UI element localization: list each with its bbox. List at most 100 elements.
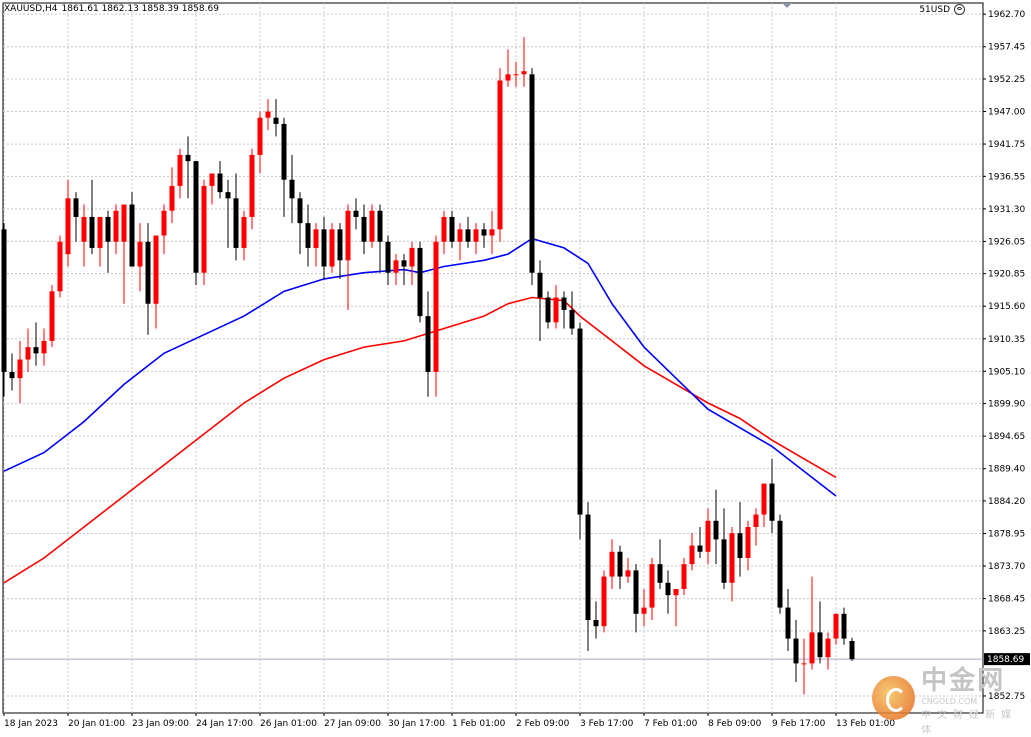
candle-body[interactable] xyxy=(369,210,375,242)
user-icon[interactable] xyxy=(954,4,965,15)
candle-body[interactable] xyxy=(673,588,679,596)
candle-body[interactable] xyxy=(585,514,591,620)
candle-body[interactable] xyxy=(233,198,239,248)
candle-body[interactable] xyxy=(817,632,823,658)
candle-body[interactable] xyxy=(825,638,831,658)
candle-body[interactable] xyxy=(841,613,847,639)
candle-body[interactable] xyxy=(113,210,119,242)
candle-body[interactable] xyxy=(433,241,439,372)
candle-body[interactable] xyxy=(465,229,471,242)
candle-body[interactable] xyxy=(657,564,663,583)
candle-body[interactable] xyxy=(745,526,751,558)
candle-body[interactable] xyxy=(633,570,639,614)
candle-body[interactable] xyxy=(481,229,487,236)
candle-body[interactable] xyxy=(249,154,255,217)
candle-body[interactable] xyxy=(625,570,631,577)
candle-body[interactable] xyxy=(521,71,527,75)
candle-body[interactable] xyxy=(385,241,391,273)
candle-body[interactable] xyxy=(777,520,783,608)
candle-body[interactable] xyxy=(713,520,719,540)
candle-body[interactable] xyxy=(593,619,599,627)
candle-body[interactable] xyxy=(793,638,799,664)
candle-body[interactable] xyxy=(401,260,407,267)
candle-body[interactable] xyxy=(73,198,79,217)
candle-body[interactable] xyxy=(409,247,415,267)
candle-body[interactable] xyxy=(425,316,431,372)
candle-body[interactable] xyxy=(217,173,223,193)
candle-body[interactable] xyxy=(297,198,303,224)
candle-body[interactable] xyxy=(209,173,215,186)
candle-body[interactable] xyxy=(513,74,519,76)
candle-body[interactable] xyxy=(737,533,743,558)
candle-body[interactable] xyxy=(265,111,271,118)
candle-body[interactable] xyxy=(417,247,423,317)
candle-body[interactable] xyxy=(1,229,7,372)
candle-body[interactable] xyxy=(169,185,175,211)
candle-body[interactable] xyxy=(681,564,687,589)
candle-body[interactable] xyxy=(41,340,47,354)
candle-body[interactable] xyxy=(257,117,263,155)
candle-body[interactable] xyxy=(473,229,479,242)
candle-body[interactable] xyxy=(601,576,607,627)
candle-body[interactable] xyxy=(321,229,327,267)
candle-body[interactable] xyxy=(25,347,31,360)
candle-body[interactable] xyxy=(273,117,279,124)
candle-body[interactable] xyxy=(313,229,319,248)
candle-body[interactable] xyxy=(801,663,807,665)
candle-body[interactable] xyxy=(329,229,335,267)
candle-body[interactable] xyxy=(697,545,703,552)
candle-body[interactable] xyxy=(769,483,775,521)
account-indicator[interactable]: 51USD xyxy=(919,4,965,15)
candle-body[interactable] xyxy=(393,260,399,273)
candle-body[interactable] xyxy=(497,80,503,230)
candle-body[interactable] xyxy=(17,359,23,379)
candle-body[interactable] xyxy=(665,582,671,596)
candle-body[interactable] xyxy=(89,216,95,248)
candle-body[interactable] xyxy=(729,533,735,583)
candle-body[interactable] xyxy=(377,210,383,242)
candle-body[interactable] xyxy=(457,229,463,242)
candle-body[interactable] xyxy=(81,216,87,242)
candle-body[interactable] xyxy=(161,210,167,236)
candle-body[interactable] xyxy=(97,216,103,248)
candle-body[interactable] xyxy=(289,179,295,199)
candle-body[interactable] xyxy=(809,632,815,664)
candle-body[interactable] xyxy=(609,551,615,577)
candle-body[interactable] xyxy=(121,204,127,242)
candle-body[interactable] xyxy=(569,309,575,329)
candle-body[interactable] xyxy=(441,216,447,242)
candle-body[interactable] xyxy=(561,297,567,310)
candle-body[interactable] xyxy=(105,216,111,242)
candle-body[interactable] xyxy=(225,192,231,199)
candle-body[interactable] xyxy=(649,564,655,608)
candle-body[interactable] xyxy=(705,520,711,552)
chart-shift-marker[interactable] xyxy=(782,3,792,8)
candle-body[interactable] xyxy=(537,272,543,298)
candle-body[interactable] xyxy=(721,539,727,583)
candle-body[interactable] xyxy=(65,198,71,255)
candle-body[interactable] xyxy=(545,297,551,323)
candle-body[interactable] xyxy=(33,347,39,354)
candle-body[interactable] xyxy=(785,607,791,639)
candle-body[interactable] xyxy=(577,328,583,515)
candle-body[interactable] xyxy=(361,216,367,242)
candle-body[interactable] xyxy=(353,210,359,217)
candle-body[interactable] xyxy=(193,161,199,273)
candle-body[interactable] xyxy=(753,514,759,527)
candle-body[interactable] xyxy=(185,154,191,162)
candle-body[interactable] xyxy=(553,297,559,323)
candle-body[interactable] xyxy=(833,613,839,639)
plot-area[interactable] xyxy=(2,2,984,714)
candle-body[interactable] xyxy=(281,123,287,180)
candle-body[interactable] xyxy=(761,483,767,515)
candle-body[interactable] xyxy=(49,291,55,341)
candle-body[interactable] xyxy=(449,216,455,242)
candle-body[interactable] xyxy=(489,229,495,236)
candle-body[interactable] xyxy=(9,371,15,379)
candle-body[interactable] xyxy=(241,216,247,248)
candle-body[interactable] xyxy=(337,229,343,261)
candle-body[interactable] xyxy=(641,607,647,614)
candle-body[interactable] xyxy=(201,185,207,273)
candle-body[interactable] xyxy=(849,641,855,660)
